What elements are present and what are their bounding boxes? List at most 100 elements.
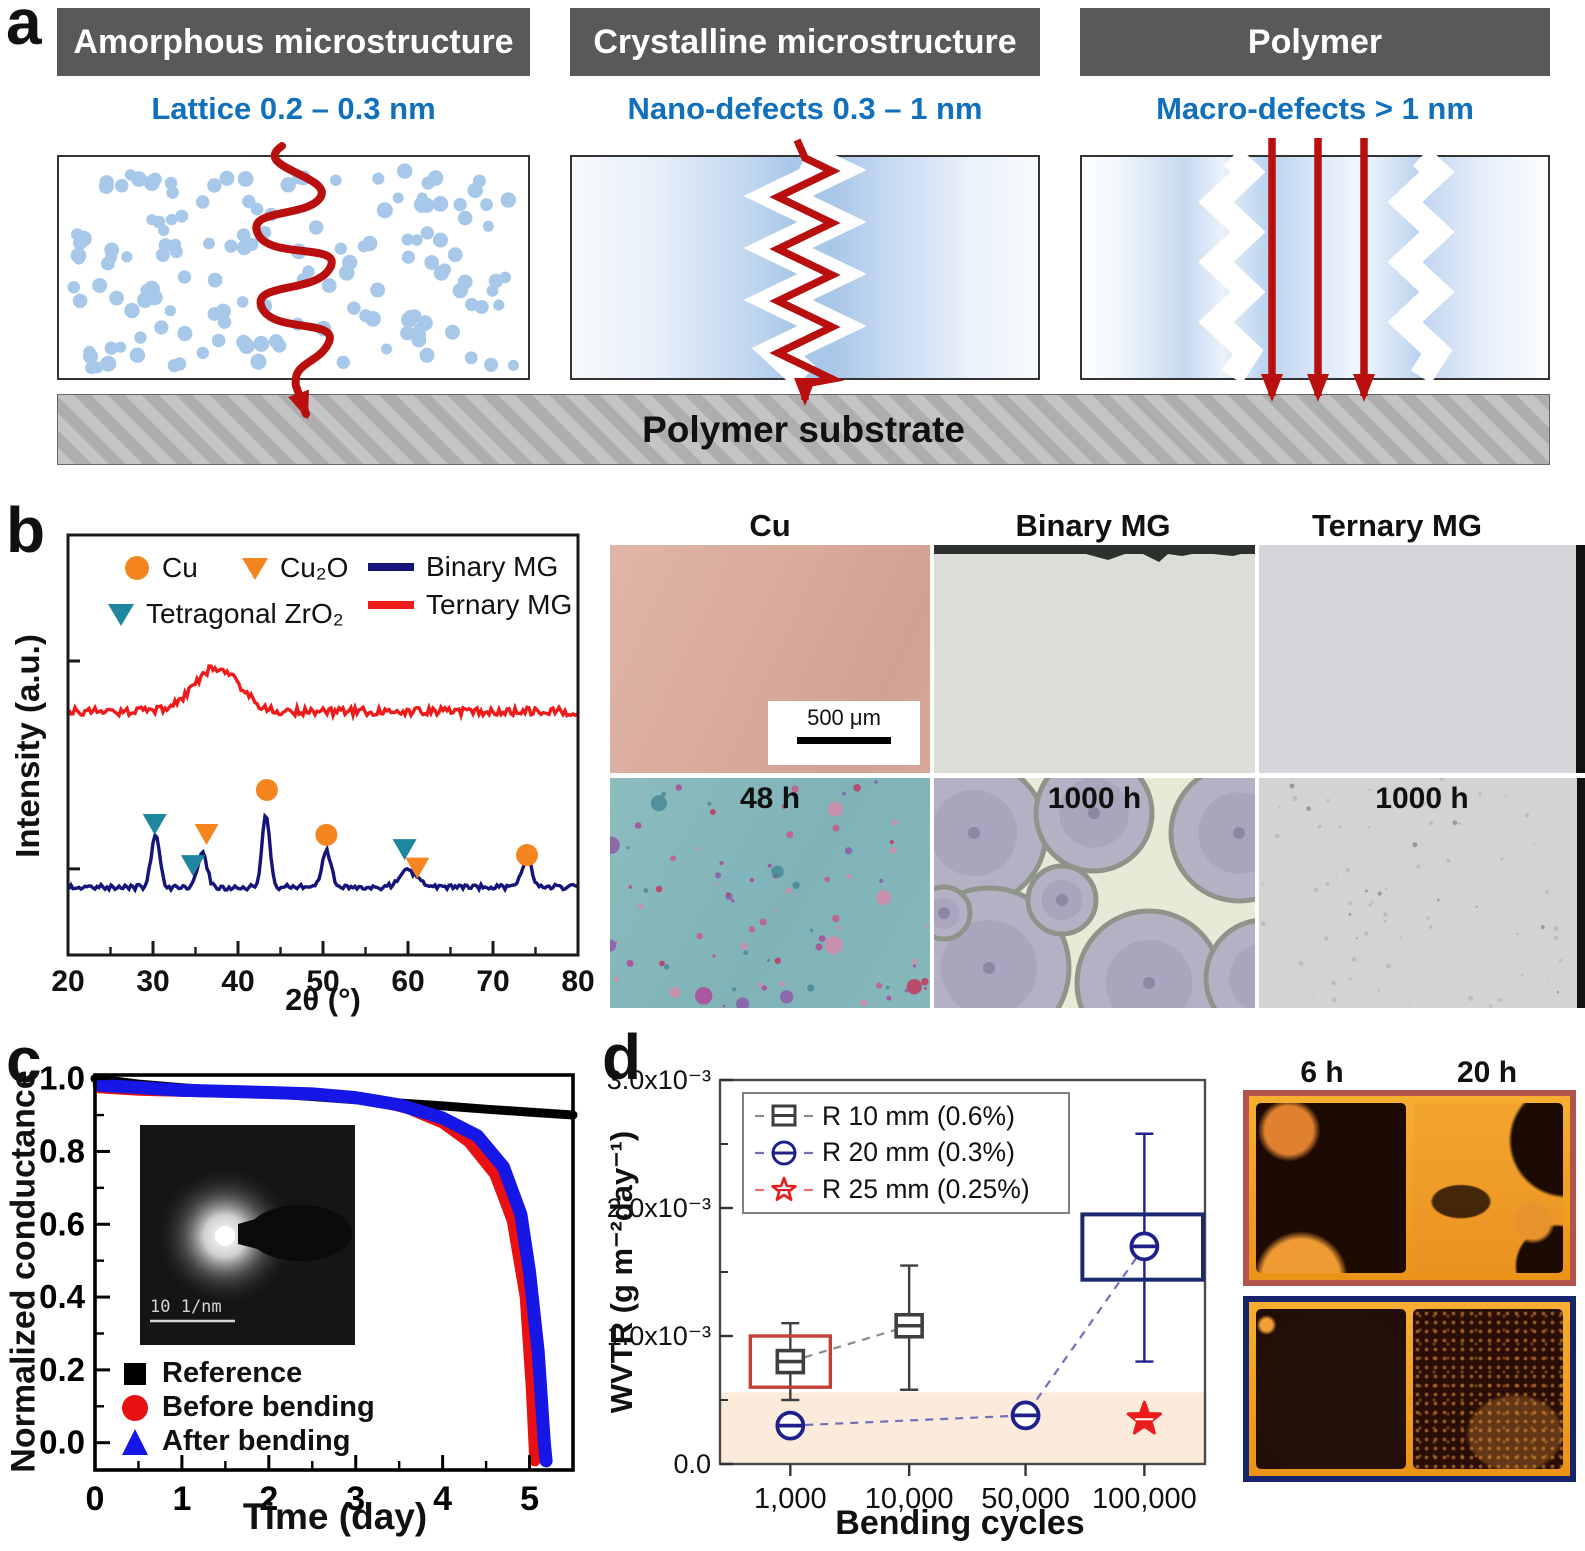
svg-text:4: 4 — [433, 1480, 452, 1518]
reference-marker-icon — [124, 1362, 146, 1385]
legend-item-r20: R 20 mm (0.3%) — [754, 1137, 1058, 1168]
svg-text:0.2: 0.2 — [39, 1351, 85, 1388]
r10-marker-icon — [755, 1104, 813, 1127]
micrograph-col-label-binary: Binary MG — [1015, 508, 1171, 543]
legend-item-r25: R 25 mm (0.25%) — [754, 1174, 1058, 1205]
ca-photo-label-20h: 20 h — [1456, 1056, 1518, 1089]
svg-text:3: 3 — [346, 1480, 365, 1518]
svg-text:50: 50 — [306, 965, 339, 998]
header-crystalline: Crystalline microstructure — [570, 8, 1040, 76]
micrograph-cu-48h: 48 h — [610, 778, 930, 1008]
svg-text:0.0: 0.0 — [673, 1449, 711, 1479]
header-amorphous: Amorphous microstructure — [57, 8, 530, 76]
ternary-mg-line-icon — [368, 601, 414, 609]
xrd-legend-zro2-label: Tetragonal ZrO₂ — [146, 598, 344, 629]
svg-text:30: 30 — [136, 965, 169, 998]
wvtr-chart: 0.0 1.0x10⁻³ 2.0x10⁻³ 3.0x10⁻³ 1,000 10,000 50… — [607, 1065, 1207, 1515]
svg-text:70: 70 — [476, 965, 509, 998]
film-edge-strip — [934, 545, 1255, 562]
micrograph-col-label-ternary: Ternary MG — [1312, 508, 1482, 543]
wvtr-x-axis-label: Bending cycles — [835, 1504, 1085, 1542]
before-bending-marker-icon — [122, 1394, 148, 1421]
xrd-legend-item-cu2o: Cu₂O — [238, 552, 348, 584]
svg-text:100,000: 100,000 — [1092, 1483, 1197, 1515]
after-bending-marker-icon — [122, 1428, 148, 1455]
svg-text:0.6: 0.6 — [39, 1205, 85, 1242]
exposure-label-48h: 48 h — [739, 782, 801, 815]
wvtr-legend: R 10 mm (0.6%) R 20 mm (0.3%) R 25 mm (0… — [742, 1092, 1070, 1214]
amorphous-film-diagram — [57, 155, 530, 380]
corrosion-blobs — [934, 778, 1255, 1008]
legend-item-before-bending: Before bending — [120, 1391, 375, 1424]
svg-text:2: 2 — [259, 1480, 278, 1518]
svg-text:0.0: 0.0 — [39, 1424, 85, 1461]
panel-d-label: d — [602, 1021, 642, 1093]
svg-text:10,000: 10,000 — [865, 1483, 954, 1515]
caption-nano-defects: Nano-defects 0.3 – 1 nm — [627, 91, 983, 126]
surface-speckles — [1260, 778, 1563, 1008]
svg-text:1,000: 1,000 — [754, 1483, 827, 1515]
exposure-label-1000h-binary: 1000 h — [1047, 782, 1142, 815]
panel-a-label: a — [6, 0, 42, 58]
film-edge-bar — [1577, 778, 1585, 1008]
legend-before-bending-label: Before bending — [162, 1391, 375, 1423]
panel-c-label: c — [6, 1024, 42, 1096]
legend-r10-label: R 10 mm (0.6%) — [822, 1100, 1015, 1131]
xrd-legend-binary-label: Binary MG — [426, 551, 559, 582]
micrograph-cu: 500 μm — [610, 545, 930, 773]
conductance-y-axis-label: Normalized conductance — [4, 1070, 43, 1473]
legend-r25-label: R 25 mm (0.25%) — [822, 1174, 1030, 1205]
wvtr-y-axis-label: WVTR (g m⁻²day⁻¹) — [604, 1130, 639, 1414]
corrosion-speckles — [610, 780, 929, 1008]
polymer-substrate-label: Polymer substrate — [642, 409, 965, 450]
svg-text:0.4: 0.4 — [39, 1278, 86, 1315]
xrd-legend-item-cu: Cu — [120, 552, 198, 584]
legend-r20-label: R 20 mm (0.3%) — [822, 1137, 1015, 1168]
xrd-legend-ternary-label: Ternary MG — [426, 589, 573, 620]
svg-text:80: 80 — [561, 965, 594, 998]
svg-text:2.0x10⁻³: 2.0x10⁻³ — [607, 1193, 711, 1223]
svg-text:20: 20 — [51, 965, 84, 998]
legend-item-reference: Reference — [120, 1357, 302, 1390]
cu2o-marker-icon — [242, 558, 268, 580]
ca-test-photos-r10 — [1243, 1090, 1576, 1286]
xrd-x-axis-label: 2θ (°) — [285, 982, 361, 1017]
zro2-marker-icon — [108, 604, 134, 626]
micrograph-ternary-1000h: 1000 h — [1259, 778, 1585, 1008]
svg-text:3.0x10⁻³: 3.0x10⁻³ — [607, 1065, 711, 1095]
xrd-legend-cu-label: Cu — [162, 552, 198, 583]
ca-photo-r10-20h — [1413, 1103, 1563, 1273]
micrograph-binary-1000h: 1000 h — [934, 778, 1255, 1008]
xrd-legend-item-ternary: Ternary MG — [366, 589, 572, 621]
micrograph-ternary-mg — [1259, 545, 1585, 773]
svg-text:0.8: 0.8 — [39, 1132, 85, 1169]
svg-text:60: 60 — [391, 965, 424, 998]
caption-lattice: Lattice 0.2 – 0.3 nm — [151, 91, 436, 126]
scale-bar-line — [797, 737, 891, 744]
ca-photo-label-6h: 6 h — [1300, 1056, 1344, 1089]
conductance-x-axis-label: Time (day) — [242, 1496, 428, 1537]
legend-item-r10: R 10 mm (0.6%) — [754, 1101, 1058, 1132]
svg-text:1.0: 1.0 — [39, 1060, 85, 1097]
xrd-y-axis-label: Intensity (a.u.) — [9, 634, 46, 858]
legend-item-after-bending: After bending — [120, 1425, 351, 1458]
binary-mg-line-icon — [368, 563, 414, 571]
svg-text:50,000: 50,000 — [981, 1483, 1070, 1515]
caption-macro-defects: Macro-defects > 1 nm — [1156, 91, 1474, 126]
ca-photo-r20-20h — [1413, 1309, 1563, 1469]
r20-marker-icon — [755, 1140, 813, 1166]
polymer-film-diagram — [1080, 155, 1550, 380]
saed-inset: 10 1/nm — [140, 1125, 355, 1345]
svg-text:40: 40 — [221, 965, 254, 998]
film-edge-bar — [1576, 545, 1585, 773]
legend-reference-label: Reference — [162, 1357, 303, 1389]
cu-marker-icon — [125, 556, 149, 580]
xrd-legend-cu2o-label: Cu₂O — [280, 552, 349, 583]
svg-text:1.0x10⁻³: 1.0x10⁻³ — [607, 1321, 711, 1351]
svg-text:1: 1 — [172, 1480, 191, 1518]
scale-bar: 500 μm — [768, 701, 920, 765]
xrd-legend-item-binary: Binary MG — [366, 551, 558, 583]
micrograph-col-label-cu: Cu — [749, 508, 791, 543]
crystalline-film-diagram — [570, 155, 1040, 380]
